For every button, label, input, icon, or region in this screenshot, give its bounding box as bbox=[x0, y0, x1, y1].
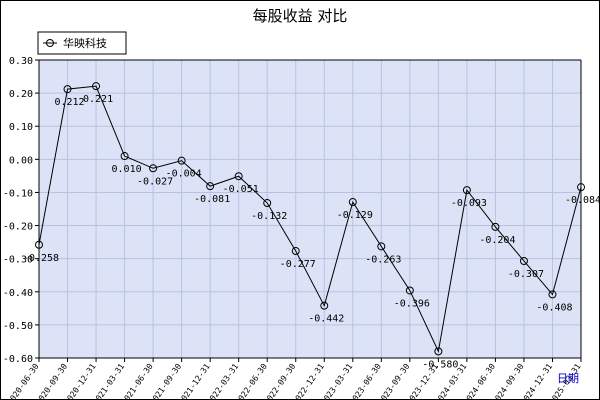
data-point bbox=[320, 301, 329, 310]
data-label: -0.277 bbox=[280, 259, 316, 270]
data-label: -0.004 bbox=[166, 169, 202, 180]
y-axis: 0.30 0.20 0.10 0.00 -0.10 -0.20 -0.30 -0.40 -0.5… bbox=[3, 56, 40, 365]
data-point bbox=[548, 290, 557, 299]
data-label: -0.132 bbox=[251, 211, 287, 222]
data-point bbox=[35, 240, 43, 249]
data-point bbox=[377, 242, 386, 251]
data-label: -0.204 bbox=[479, 235, 515, 246]
x-axis-label: 日期 bbox=[557, 372, 579, 385]
data-label: -0.258 bbox=[23, 253, 59, 264]
legend-marker-icon bbox=[46, 39, 54, 47]
y-tick-label: -0.20 bbox=[3, 222, 33, 233]
y-tick-label: 0.30 bbox=[9, 56, 33, 67]
data-point bbox=[263, 199, 272, 208]
data-label: -0.408 bbox=[536, 302, 572, 313]
data-point bbox=[63, 85, 72, 94]
data-point bbox=[577, 183, 585, 192]
y-tick-label: -0.60 bbox=[3, 354, 33, 365]
y-tick-label: 0.20 bbox=[9, 89, 33, 100]
data-point bbox=[348, 198, 357, 207]
data-point bbox=[92, 82, 101, 91]
data-point bbox=[462, 186, 471, 195]
y-tick-label: 0.00 bbox=[9, 155, 33, 166]
y-tick-label: -0.50 bbox=[3, 321, 33, 332]
data-label: -0.580 bbox=[422, 359, 458, 370]
legend: 华映科技 bbox=[37, 31, 127, 55]
data-label: 0.221 bbox=[83, 94, 113, 105]
x-tick-label: 2020-06-30 bbox=[6, 362, 41, 400]
data-point bbox=[491, 222, 500, 231]
data-labels: -0.2580.2120.2210.010-0.027-0.004-0.081-… bbox=[23, 94, 600, 370]
data-point bbox=[434, 347, 443, 356]
data-label: -0.081 bbox=[194, 194, 230, 205]
data-point bbox=[206, 182, 215, 191]
data-label: -0.084 bbox=[565, 195, 600, 206]
data-point bbox=[291, 247, 300, 256]
data-point bbox=[405, 286, 414, 295]
legend-box bbox=[37, 31, 127, 55]
data-label: -0.263 bbox=[365, 254, 401, 265]
chart-title: 每股收益 对比 bbox=[253, 7, 348, 25]
data-label: -0.051 bbox=[223, 184, 259, 195]
data-label: -0.307 bbox=[508, 269, 544, 280]
data-label: -0.129 bbox=[337, 210, 373, 221]
data-point bbox=[177, 156, 186, 165]
series-huaying bbox=[35, 82, 585, 356]
y-tick-label: -0.30 bbox=[3, 255, 33, 266]
series-line bbox=[38, 85, 582, 354]
data-point bbox=[519, 256, 528, 265]
data-label: 0.212 bbox=[54, 97, 84, 108]
y-tick-label: -0.10 bbox=[3, 188, 33, 199]
data-point bbox=[120, 152, 129, 161]
data-label: 0.010 bbox=[112, 164, 142, 175]
data-label: -0.027 bbox=[137, 176, 173, 187]
data-label: -0.396 bbox=[394, 298, 430, 309]
data-label: -0.442 bbox=[308, 314, 344, 325]
y-tick-label: -0.40 bbox=[3, 288, 33, 299]
legend-entry-huaying: 华映科技 bbox=[63, 36, 107, 50]
y-tick-label: 0.10 bbox=[9, 122, 33, 133]
data-point bbox=[149, 164, 158, 173]
data-label: -0.093 bbox=[451, 198, 487, 209]
data-point bbox=[234, 172, 243, 181]
plot-area bbox=[39, 60, 581, 358]
